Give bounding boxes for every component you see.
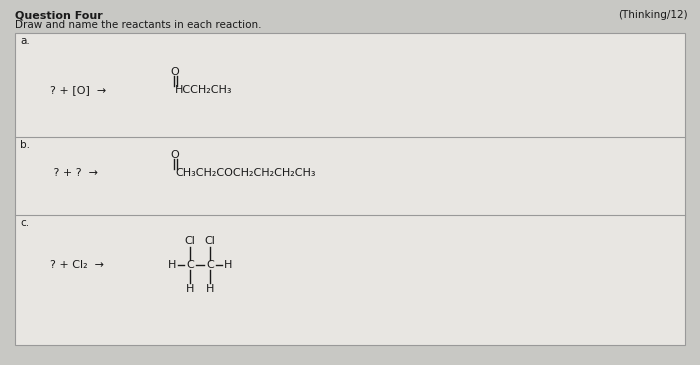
Text: Cl: Cl (185, 236, 195, 246)
Text: O: O (171, 67, 179, 77)
Text: c.: c. (20, 218, 29, 228)
Text: HCCH₂CH₃: HCCH₂CH₃ (175, 85, 232, 95)
Text: C: C (186, 260, 194, 270)
Text: CH₃CH₂COCH₂CH₂CH₂CH₃: CH₃CH₂COCH₂CH₂CH₂CH₃ (175, 168, 316, 178)
Text: b.: b. (20, 140, 30, 150)
Text: O: O (171, 150, 179, 160)
Text: ? + ?  →: ? + ? → (50, 168, 98, 178)
Text: H: H (206, 284, 214, 294)
Text: H: H (224, 260, 232, 270)
Bar (15, 33, 685, 345)
Text: C: C (206, 260, 214, 270)
Text: Cl: Cl (204, 236, 216, 246)
Text: Draw and name the reactants in each reaction.: Draw and name the reactants in each reac… (15, 20, 262, 30)
Text: (Thinking/12): (Thinking/12) (618, 10, 688, 20)
Text: Question Four: Question Four (15, 10, 103, 20)
Text: a.: a. (20, 36, 29, 46)
Text: H: H (168, 260, 176, 270)
Text: ? + [O]  →: ? + [O] → (50, 85, 106, 95)
Text: ? + Cl₂  →: ? + Cl₂ → (50, 260, 104, 270)
Text: H: H (186, 284, 194, 294)
